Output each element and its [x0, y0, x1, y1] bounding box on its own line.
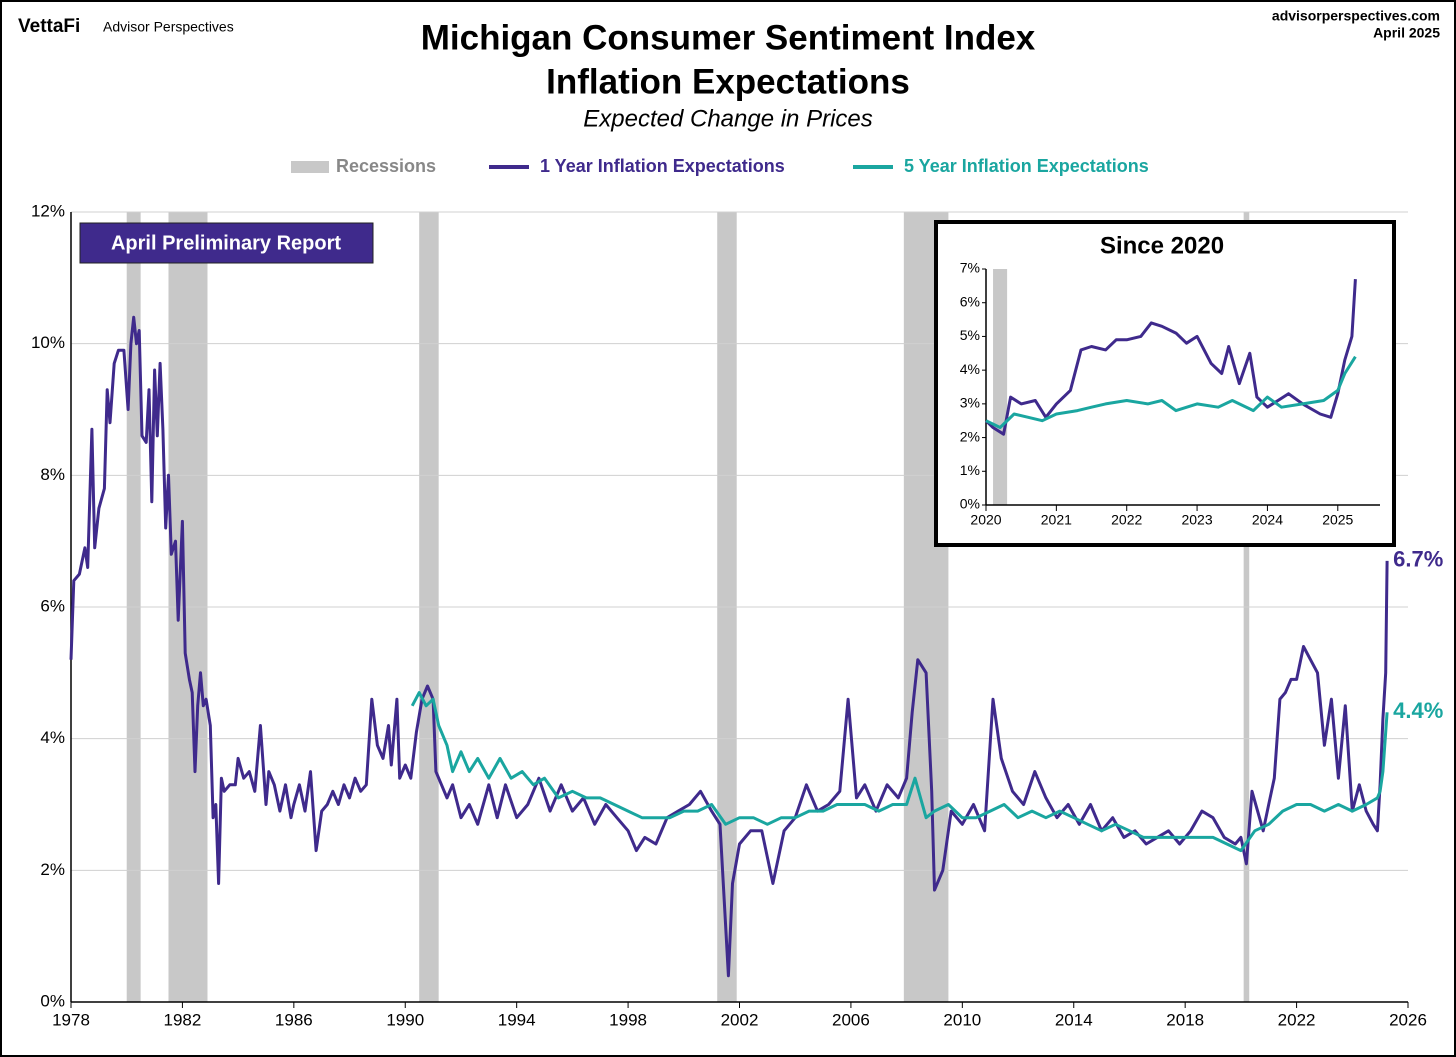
end-label: 6.7%: [1393, 547, 1443, 572]
legend-label: 1 Year Inflation Expectations: [540, 156, 785, 176]
y-tick-label: 2%: [960, 428, 980, 444]
legend-label: 5 Year Inflation Expectations: [904, 156, 1149, 176]
x-tick-label: 2002: [721, 1010, 759, 1029]
inset-plot: 0% 1% 2% 3% 4% 5% 6% 7% 2020 2021 2022 2023 2024 2025: [960, 260, 1380, 528]
y-tick-label: 5%: [960, 327, 980, 343]
x-tick-label: 2021: [1041, 512, 1072, 528]
x-tick-label: 2010: [943, 1010, 981, 1029]
y-tick-label: 0%: [40, 991, 65, 1010]
x-tick-label: 1982: [164, 1010, 202, 1029]
series-line: [984, 279, 1357, 436]
x-tick-label: 2014: [1055, 1010, 1093, 1029]
series-line: [985, 355, 1357, 429]
x-tick-label: 1978: [52, 1010, 90, 1029]
badge: [79, 222, 374, 264]
x-tick-label: 2022: [1278, 1010, 1316, 1029]
y-tick-label: 4%: [40, 728, 65, 747]
y-tick-label: 0%: [960, 496, 980, 512]
site: advisorperspectives.com: [1272, 8, 1440, 24]
y-tick-label: 2%: [40, 860, 65, 879]
y-tick-label: 3%: [960, 395, 980, 411]
series-line: [69, 315, 1389, 978]
brand: VettaFi: [18, 16, 80, 37]
x-tick-label: 2023: [1181, 512, 1212, 528]
date: April 2025: [1373, 25, 1440, 41]
legend-label: Recessions: [336, 156, 436, 176]
badge-text: April Preliminary Report: [111, 232, 341, 254]
chart-subtitle: Inflation Expectations: [546, 62, 910, 101]
chart-title: Michigan Consumer Sentiment Index: [421, 18, 1036, 57]
inset-title: Since 2020: [1100, 232, 1224, 259]
y-tick-label: 12%: [31, 201, 65, 220]
x-tick-label: 2026: [1389, 1010, 1427, 1029]
recession: [993, 269, 1008, 505]
brand-sub: Advisor Perspectives: [103, 19, 234, 35]
y-tick-label: 10%: [31, 333, 65, 352]
x-tick-label: 1998: [609, 1010, 647, 1029]
x-tick-label: 2020: [970, 512, 1001, 528]
chart-caption: Expected Change in Prices: [583, 105, 873, 132]
legend-swatch: [291, 161, 329, 173]
x-tick-label: 1994: [498, 1010, 536, 1029]
series-line: [410, 691, 1389, 853]
legend: Recessions 1 Year Inflation Expectations 5…: [291, 156, 1149, 176]
end-label: 4.4%: [1393, 698, 1443, 723]
x-tick-label: 1990: [386, 1010, 424, 1029]
x-tick-label: 2022: [1111, 512, 1142, 528]
x-tick-label: 2006: [832, 1010, 870, 1029]
y-tick-label: 8%: [40, 465, 65, 484]
y-tick-label: 4%: [960, 361, 980, 377]
y-tick-label: 6%: [40, 596, 65, 615]
y-tick-label: 6%: [960, 293, 980, 309]
x-tick-label: 2024: [1252, 512, 1283, 528]
x-tick-label: 2025: [1322, 512, 1353, 528]
y-tick-label: 1%: [960, 462, 980, 478]
x-tick-label: 1986: [275, 1010, 313, 1029]
x-tick-label: 2018: [1166, 1010, 1204, 1029]
y-tick-label: 7%: [960, 260, 980, 276]
inset-frame: [934, 220, 1396, 547]
